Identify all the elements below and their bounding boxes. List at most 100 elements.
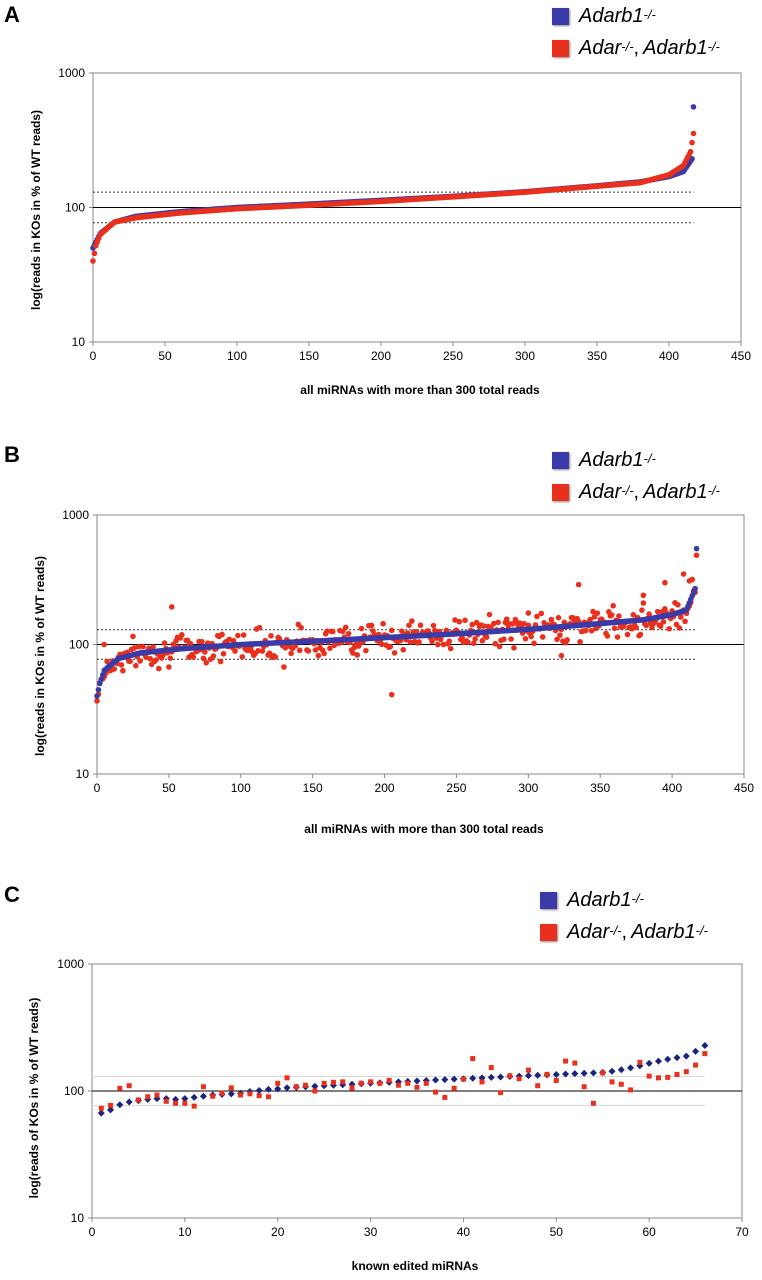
x-axis-label: known edited miRNAs [352,1259,479,1273]
x-tick-label: 300 [515,349,535,363]
data-point-navy [654,1057,662,1065]
data-point-red [555,614,562,621]
data-point-red [108,1102,114,1108]
data-point-navy [589,1069,597,1077]
y-tick-label: 1000 [58,66,85,80]
data-point-red [469,621,476,628]
data-point-red [689,139,695,146]
panel-letter-c: C [4,882,20,907]
legend-swatch-red [552,39,569,57]
data-point-red [459,635,465,641]
data-point-red [686,578,693,584]
data-point-navy [682,1052,690,1060]
data-point-red [639,607,645,613]
data-point-red [675,601,681,608]
data-point-red [126,1083,132,1089]
data-point-red [145,1094,151,1100]
data-point-red [217,658,224,665]
data-point-red [187,640,194,647]
y-tick-label: 10 [76,767,90,781]
data-point-red [220,650,227,657]
data-point-red [473,619,480,626]
data-point-red [508,636,514,642]
data-point-red [456,618,463,625]
data-point-red [143,654,149,660]
data-point-red [637,631,644,638]
y-axis-label: log(reads in KOs in % of WT reads) [29,110,43,310]
data-point-red [525,1067,531,1073]
data-point-red [409,618,415,624]
x-tick-label: 150 [303,781,323,795]
data-point-red [400,646,407,653]
y-tick-label: 100 [65,201,85,215]
data-point-red [676,625,683,631]
data-point-red [683,1069,689,1075]
x-tick-label: 450 [734,781,754,795]
legend-swatch-blue [552,451,569,469]
data-point-red [199,638,205,645]
data-point-red [479,637,486,644]
data-point-red [135,643,142,650]
data-point-red [581,1084,587,1090]
data-point-red [440,641,447,648]
data-point-red [495,619,501,626]
legend-item-adar-adarb1: Adar -/-, Adarb1 -/- [540,916,708,948]
data-point-red [298,624,304,631]
legend-sup: -/- [707,482,720,498]
data-point-red [558,652,565,659]
legend-a: Adarb1 -/- Adar -/-, Adarb1 -/- [552,0,720,64]
data-point-red [660,619,667,625]
data-point-red [153,657,159,663]
data-point-red [633,624,639,631]
data-point-red [219,1090,225,1096]
data-point-red [265,1094,271,1100]
data-point-red [368,1079,374,1085]
data-point-red [539,634,546,640]
chart-a: log(reads in KOs in % of WT reads) all m… [29,66,751,397]
data-point-red [521,620,527,627]
data-point-red [511,645,517,651]
data-point-red [465,639,471,646]
data-point-red [417,622,424,629]
data-point-red [690,130,697,137]
data-point-blue [689,156,695,162]
legend-swatch-red [552,483,569,501]
data-point-navy [608,1067,616,1075]
data-point-red [268,632,274,639]
data-point-navy [264,1085,272,1093]
legend-sup: -/- [707,38,720,54]
data-point-red [101,641,107,648]
x-tick-label: 100 [231,781,251,795]
data-point-red [429,638,435,645]
data-point-red [190,654,197,660]
data-point-red [460,1076,466,1082]
data-point-red [503,616,510,622]
data-point-navy [562,1070,570,1078]
data-point-red [340,1079,346,1085]
data-point-red [284,1075,290,1081]
x-tick-label: 10 [178,1225,192,1239]
data-point-red [446,638,453,645]
legend-sup: -/- [695,922,708,938]
data-point-red [305,648,312,654]
data-point-red [538,610,545,617]
data-point-navy [571,1070,579,1078]
y-tick-label: 100 [69,638,89,652]
data-point-red [646,1073,652,1079]
data-point-red [191,1103,197,1109]
data-point-red [150,644,156,650]
data-point-red [293,1084,299,1090]
data-point-red [432,627,438,634]
data-point-red [548,616,555,623]
data-point-red [452,617,458,623]
data-point-red [535,1083,541,1089]
data-point-navy [339,1081,347,1089]
data-point-red [437,636,444,643]
data-point-red [266,650,273,657]
data-point-red [395,1082,401,1088]
x-tick-label: 400 [659,349,679,363]
data-point-red [156,665,162,672]
legend-separator: , [633,480,640,503]
x-tick-label: 20 [271,1225,285,1239]
x-tick-label: 40 [457,1225,471,1239]
